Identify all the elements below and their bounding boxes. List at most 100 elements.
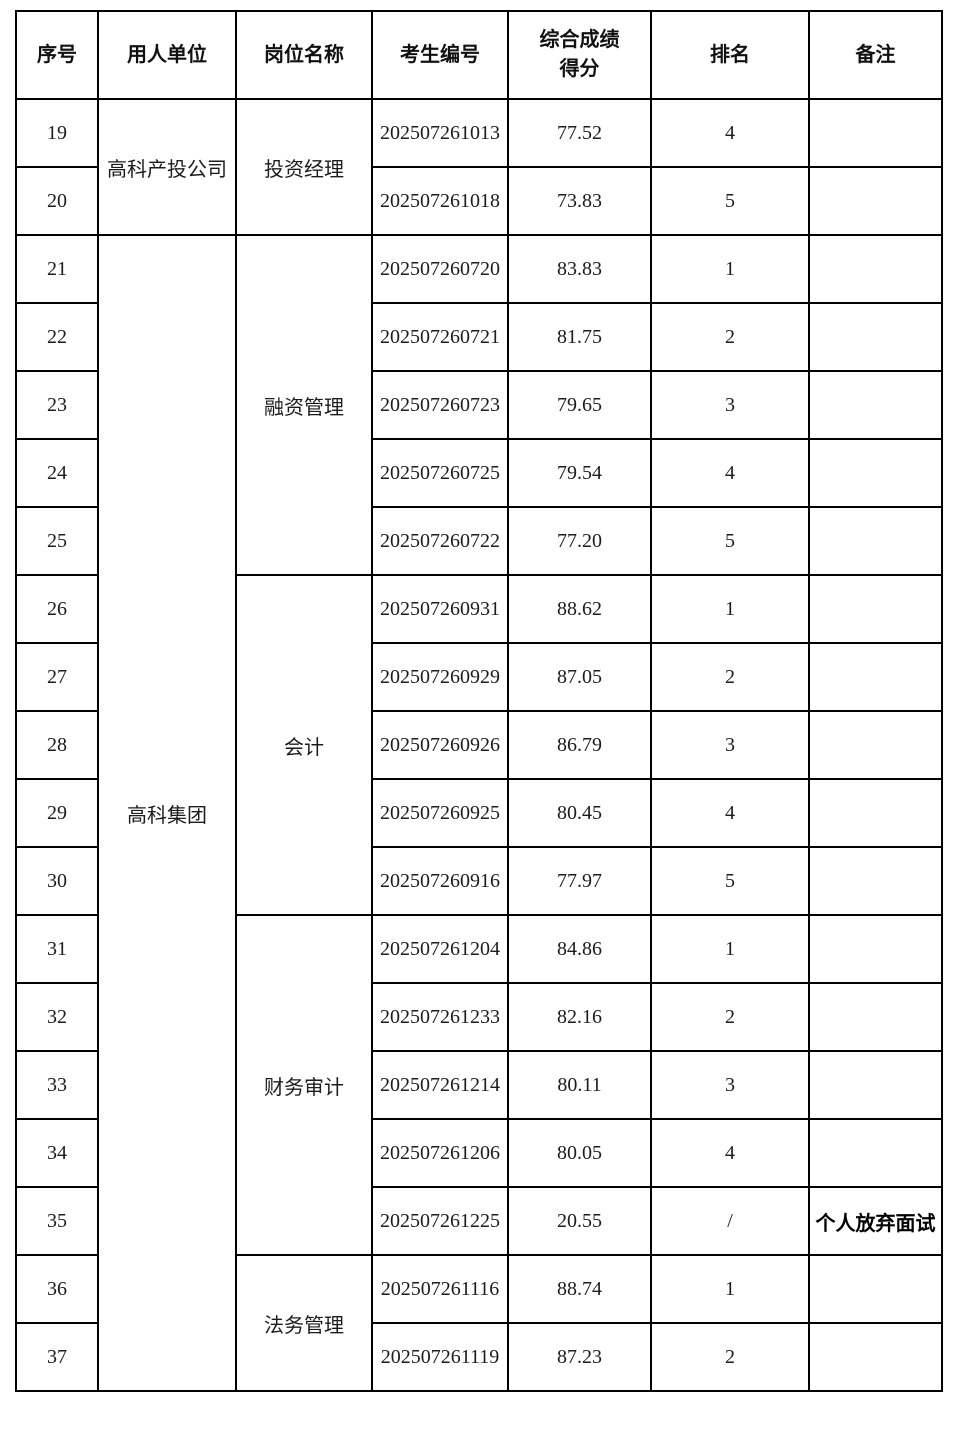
table-row: 35 202507261225 20.55/个人放弃面试: [15, 1186, 943, 1256]
score-table: 序号 用人单位 岗位名称 考生编号 综合成绩 得分 排名 备注 19 高科产投公司投…: [15, 10, 943, 1392]
cell-candidate-id: 202507261225: [371, 1186, 509, 1256]
cell-score: 73.83: [507, 166, 652, 236]
cell-candidate-id: 202507260720: [371, 234, 509, 304]
cell-candidate-id: 202507261119: [371, 1322, 509, 1392]
cell-score: 77.97: [507, 846, 652, 916]
cell-remark: [808, 1118, 943, 1188]
cell-rank: 3: [650, 710, 810, 780]
cell-candidate-id: 202507261204: [371, 914, 509, 984]
table-row: 26 会计 202507260931 88.62 1: [15, 574, 943, 916]
cell-candidate-id: 202507260931: [371, 574, 509, 644]
cell-rank: 4: [650, 1118, 810, 1188]
table-row: 21 高科集团 融资管理 202507260720 83.83 1: [15, 234, 943, 1392]
cell-rank: 2: [650, 642, 810, 712]
cell-score: 80.45: [507, 778, 652, 848]
cell-score: 80.11: [507, 1050, 652, 1120]
cell-rank: 1: [650, 914, 810, 984]
cell-no: 26: [15, 574, 99, 644]
cell-no: 30: [15, 846, 99, 916]
cell-rank: 1: [650, 574, 810, 644]
header-candidate-id: 考生编号: [371, 10, 509, 100]
cell-remark: [808, 642, 943, 712]
cell-rank: 2: [650, 302, 810, 372]
cell-remark: [808, 914, 943, 984]
cell-no: 25: [15, 506, 99, 576]
header-position: 岗位名称: [235, 10, 373, 100]
cell-position: 投资经理: [235, 98, 373, 236]
table-row: 22 202507260721 81.75 2: [15, 302, 943, 372]
table-row: 29 202507260925 80.45 4: [15, 778, 943, 848]
cell-no: 33: [15, 1050, 99, 1120]
cell-rank: 4: [650, 98, 810, 168]
table-row: 37 202507261119 87.23 2: [15, 1322, 943, 1392]
cell-score: 79.65: [507, 370, 652, 440]
cell-score: 83.83: [507, 234, 652, 304]
cell-rank: 3: [650, 1050, 810, 1120]
cell-candidate-id: 202507261206: [371, 1118, 509, 1188]
header-rank: 排名: [650, 10, 810, 100]
cell-score: 84.86: [507, 914, 652, 984]
cell-no: 23: [15, 370, 99, 440]
cell-rank: 1: [650, 1254, 810, 1324]
table-row: 32 202507261233 82.16 2: [15, 982, 943, 1052]
cell-candidate-id: 202507261018: [371, 166, 509, 236]
cell-candidate-id: 202507261116: [371, 1254, 509, 1324]
cell-candidate-id: 202507260725: [371, 438, 509, 508]
cell-remark: [808, 982, 943, 1052]
table-row: 27 202507260929 87.05 2: [15, 642, 943, 712]
header-employer: 用人单位: [97, 10, 237, 100]
cell-candidate-id: 202507260722: [371, 506, 509, 576]
cell-candidate-id: 202507261233: [371, 982, 509, 1052]
cell-remark: [808, 778, 943, 848]
cell-score: 81.75: [507, 302, 652, 372]
cell-score: 20.55: [507, 1186, 652, 1256]
table-row: 20 202507261018 73.83 5: [15, 166, 943, 236]
cell-no: 29: [15, 778, 99, 848]
cell-rank: 5: [650, 166, 810, 236]
cell-remark: [808, 438, 943, 508]
cell-rank: /: [650, 1186, 810, 1256]
cell-candidate-id: 202507261214: [371, 1050, 509, 1120]
header-score-line1: 综合成绩: [539, 29, 620, 51]
cell-rank: 1: [650, 234, 810, 304]
cell-no: 28: [15, 710, 99, 780]
cell-score: 77.52: [507, 98, 652, 168]
cell-no: 36: [15, 1254, 99, 1324]
cell-position: 会计: [235, 574, 373, 916]
table-row: 30 202507260916 77.97 5: [15, 846, 943, 916]
cell-no: 22: [15, 302, 99, 372]
header-score: 综合成绩 得分: [507, 10, 652, 100]
cell-rank: 2: [650, 982, 810, 1052]
cell-remark: [808, 846, 943, 916]
cell-remark: [808, 302, 943, 372]
cell-score: 87.23: [507, 1322, 652, 1392]
table-row: 31 财务审计 202507261204 84.86 1: [15, 914, 943, 1256]
cell-remark: 个人放弃面试: [808, 1186, 943, 1256]
cell-score: 88.62: [507, 574, 652, 644]
cell-remark: [808, 370, 943, 440]
header-score-line2: 得分: [559, 58, 600, 80]
cell-rank: 3: [650, 370, 810, 440]
cell-score: 82.16: [507, 982, 652, 1052]
cell-no: 19: [15, 98, 99, 168]
cell-score: 79.54: [507, 438, 652, 508]
cell-candidate-id: 202507260926: [371, 710, 509, 780]
cell-rank: 5: [650, 846, 810, 916]
cell-score: 88.74: [507, 1254, 652, 1324]
table-row: 23 202507260723 79.65 3: [15, 370, 943, 440]
cell-no: 37: [15, 1322, 99, 1392]
cell-score: 77.20: [507, 506, 652, 576]
cell-score: 87.05: [507, 642, 652, 712]
cell-employer: 高科集团: [97, 234, 237, 1392]
table-row: 24 202507260725 79.54 4: [15, 438, 943, 508]
table-row: 25 202507260722 77.20 5: [15, 506, 943, 576]
cell-remark: [808, 234, 943, 304]
cell-remark: [808, 1254, 943, 1324]
header-row: 序号 用人单位 岗位名称 考生编号 综合成绩 得分 排名 备注: [15, 10, 943, 100]
table-row: 19 高科产投公司 投资经理 202507261013 77.52 4: [15, 98, 943, 236]
cell-rank: 4: [650, 778, 810, 848]
cell-remark: [808, 98, 943, 168]
cell-remark: [808, 506, 943, 576]
cell-no: 21: [15, 234, 99, 304]
